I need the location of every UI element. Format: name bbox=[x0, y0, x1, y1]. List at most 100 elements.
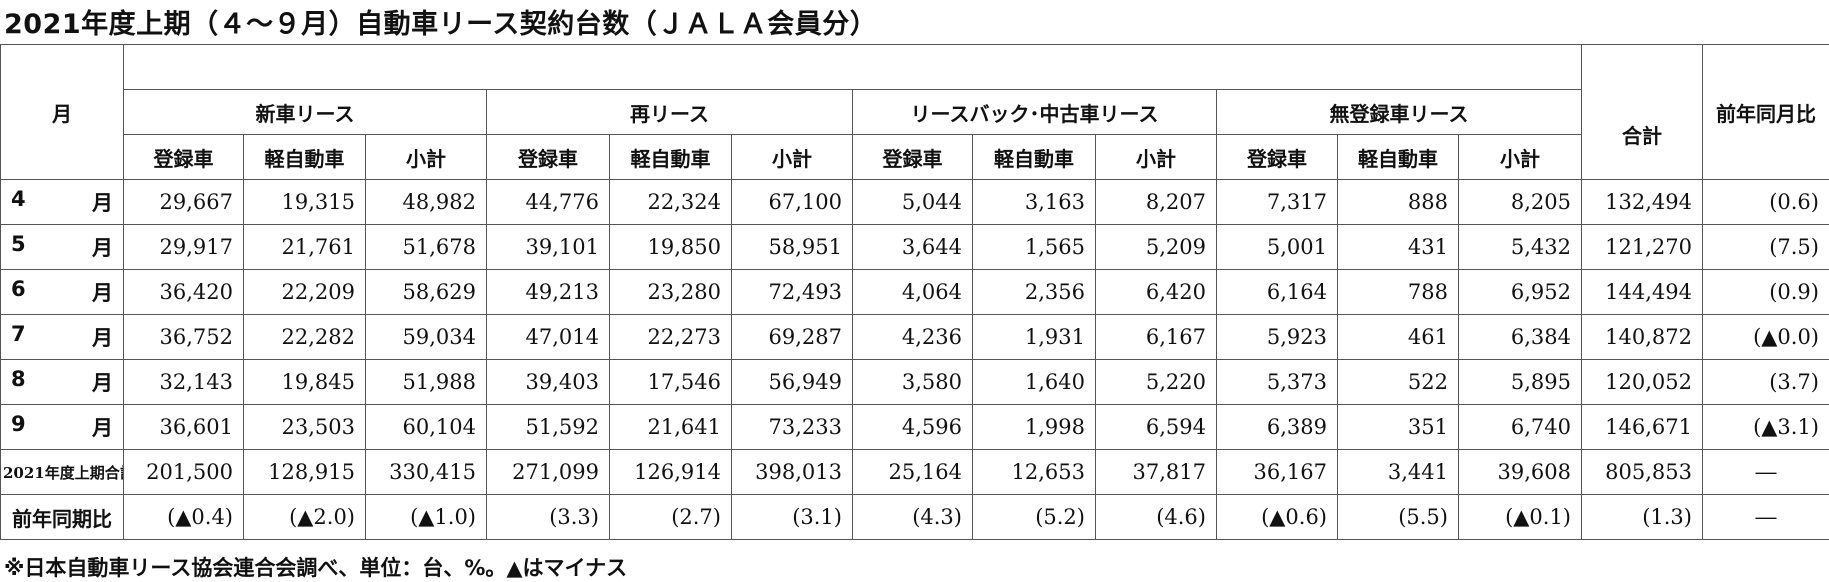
total-header: 合計 bbox=[1582, 90, 1703, 180]
table-cell: 5,373 bbox=[1217, 360, 1338, 405]
table-cell: 1,565 bbox=[973, 225, 1096, 270]
table-cell: 461 bbox=[1338, 315, 1459, 360]
table-cell: 4,236 bbox=[853, 315, 973, 360]
table-cell: 22,209 bbox=[244, 270, 366, 315]
group-header-new: 新車リース bbox=[124, 90, 487, 135]
table-cell: 128,915 bbox=[244, 450, 366, 495]
table-cell: 51,592 bbox=[487, 405, 610, 450]
table-cell: (5.5) bbox=[1338, 495, 1459, 540]
table-cell: (1.3) bbox=[1582, 495, 1703, 540]
table-cell: 4,064 bbox=[853, 270, 973, 315]
table-cell: 6,167 bbox=[1096, 315, 1217, 360]
table-cell: 36,752 bbox=[124, 315, 244, 360]
table-cell: 6,594 bbox=[1096, 405, 1217, 450]
table-cell: 7,317 bbox=[1217, 180, 1338, 225]
table-cell: (▲0.0) bbox=[1703, 315, 1829, 360]
month-number: 6 bbox=[11, 277, 26, 307]
table-cell: 58,951 bbox=[732, 225, 853, 270]
sub-header-new-subtotal: 小計 bbox=[366, 135, 487, 180]
table-cell: 4,596 bbox=[853, 405, 973, 450]
month-number: 7 bbox=[11, 322, 26, 352]
sub-header-unregistered-subtotal: 小計 bbox=[1459, 135, 1582, 180]
table-cell: 271,099 bbox=[487, 450, 610, 495]
table-cell: (0.6) bbox=[1703, 180, 1829, 225]
table-cell: 72,493 bbox=[732, 270, 853, 315]
table-cell: 5,923 bbox=[1217, 315, 1338, 360]
table-cell: 22,273 bbox=[610, 315, 732, 360]
table-cell: 39,608 bbox=[1459, 450, 1582, 495]
table-cell: 51,678 bbox=[366, 225, 487, 270]
table-cell: 3,163 bbox=[973, 180, 1096, 225]
group-header-unregistered: 無登録車リース bbox=[1217, 90, 1582, 135]
total-header-spacer bbox=[1582, 45, 1703, 90]
table-cell: 22,282 bbox=[244, 315, 366, 360]
sub-header-unregistered-registered: 登録車 bbox=[1217, 135, 1338, 180]
table-cell: 48,982 bbox=[366, 180, 487, 225]
table-cell: 12,653 bbox=[973, 450, 1096, 495]
table-cell: ― bbox=[1703, 495, 1829, 540]
table-cell: 201,500 bbox=[124, 450, 244, 495]
source-note: ※日本自動車リース協会連合会調べ、単位：台、%。▲はマイナス bbox=[4, 552, 627, 582]
sub-header-unregistered-kei: 軽自動車 bbox=[1338, 135, 1459, 180]
month-unit: 月 bbox=[92, 232, 113, 262]
table-cell: (4.6) bbox=[1096, 495, 1217, 540]
table-cell: 6,384 bbox=[1459, 315, 1582, 360]
table-cell: 6,420 bbox=[1096, 270, 1217, 315]
table-cell: 5,895 bbox=[1459, 360, 1582, 405]
table-cell: 5,432 bbox=[1459, 225, 1582, 270]
table-cell: 58,629 bbox=[366, 270, 487, 315]
month-number: 4 bbox=[11, 187, 26, 217]
table-cell: 60,104 bbox=[366, 405, 487, 450]
table-cell: 69,287 bbox=[732, 315, 853, 360]
table-cell: 39,403 bbox=[487, 360, 610, 405]
table-cell: (2.7) bbox=[610, 495, 732, 540]
sub-header-new-kei: 軽自動車 bbox=[244, 135, 366, 180]
table-cell: 6,164 bbox=[1217, 270, 1338, 315]
table-cell: (3.7) bbox=[1703, 360, 1829, 405]
table-cell: 5,044 bbox=[853, 180, 973, 225]
group-header-leaseback: リースバック･中古車リース bbox=[853, 90, 1217, 135]
table-cell: 3,644 bbox=[853, 225, 973, 270]
table-cell: (▲2.0) bbox=[244, 495, 366, 540]
month-unit: 月 bbox=[92, 367, 113, 397]
table-cell: (▲3.1) bbox=[1703, 405, 1829, 450]
table-cell: 5,001 bbox=[1217, 225, 1338, 270]
table-cell: 888 bbox=[1338, 180, 1459, 225]
table-cell: 19,845 bbox=[244, 360, 366, 405]
table-cell: (3.3) bbox=[487, 495, 610, 540]
sub-header-release-subtotal: 小計 bbox=[732, 135, 853, 180]
table-cell: (▲0.4) bbox=[124, 495, 244, 540]
table-cell: 8,205 bbox=[1459, 180, 1582, 225]
table-cell: 788 bbox=[1338, 270, 1459, 315]
table-cell: 121,270 bbox=[1582, 225, 1703, 270]
month-number: 9 bbox=[11, 412, 26, 442]
table-cell: 1,998 bbox=[973, 405, 1096, 450]
table-cell: 19,315 bbox=[244, 180, 366, 225]
table-cell: 6,389 bbox=[1217, 405, 1338, 450]
month-header: 月 bbox=[1, 45, 124, 180]
sub-header-leaseback-kei: 軽自動車 bbox=[973, 135, 1096, 180]
table-cell: (3.1) bbox=[732, 495, 853, 540]
table-cell: 23,280 bbox=[610, 270, 732, 315]
sub-header-leaseback-subtotal: 小計 bbox=[1096, 135, 1217, 180]
sub-header-new-registered: 登録車 bbox=[124, 135, 244, 180]
table-cell: 49,213 bbox=[487, 270, 610, 315]
table-cell: 19,850 bbox=[610, 225, 732, 270]
month-number: 5 bbox=[11, 232, 26, 262]
table-cell: (7.5) bbox=[1703, 225, 1829, 270]
table-cell: 22,324 bbox=[610, 180, 732, 225]
table-cell: 522 bbox=[1338, 360, 1459, 405]
header-spacer bbox=[124, 45, 1582, 90]
table-cell: 5,220 bbox=[1096, 360, 1217, 405]
table-cell: 120,052 bbox=[1582, 360, 1703, 405]
total-row-label: 2021年度上期合計 bbox=[1, 450, 124, 495]
table-cell: 431 bbox=[1338, 225, 1459, 270]
table-cell: 6,952 bbox=[1459, 270, 1582, 315]
